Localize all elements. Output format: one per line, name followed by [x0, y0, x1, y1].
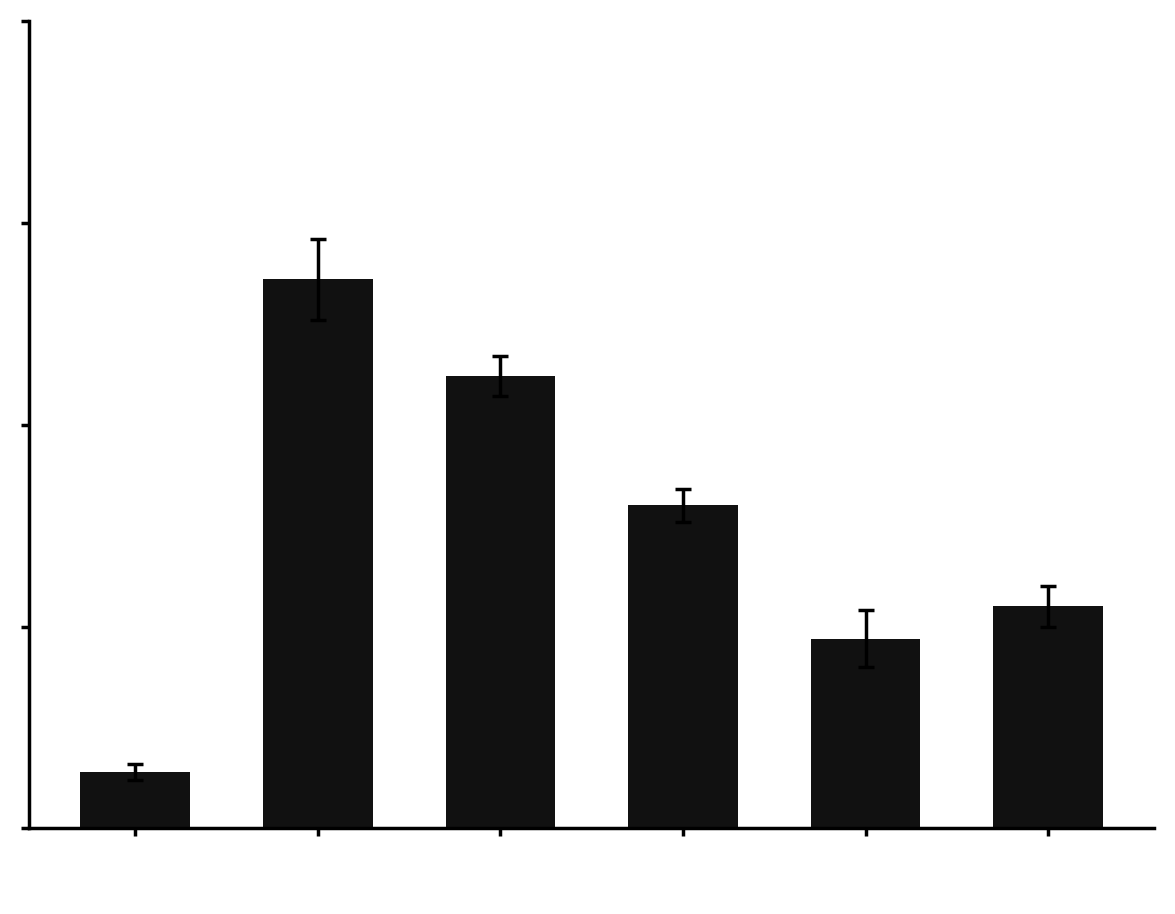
Bar	[811, 639, 920, 828]
Bar	[629, 505, 738, 828]
Bar	[80, 771, 190, 828]
Bar	[445, 377, 555, 828]
Bar	[263, 280, 372, 828]
Bar	[993, 606, 1103, 828]
